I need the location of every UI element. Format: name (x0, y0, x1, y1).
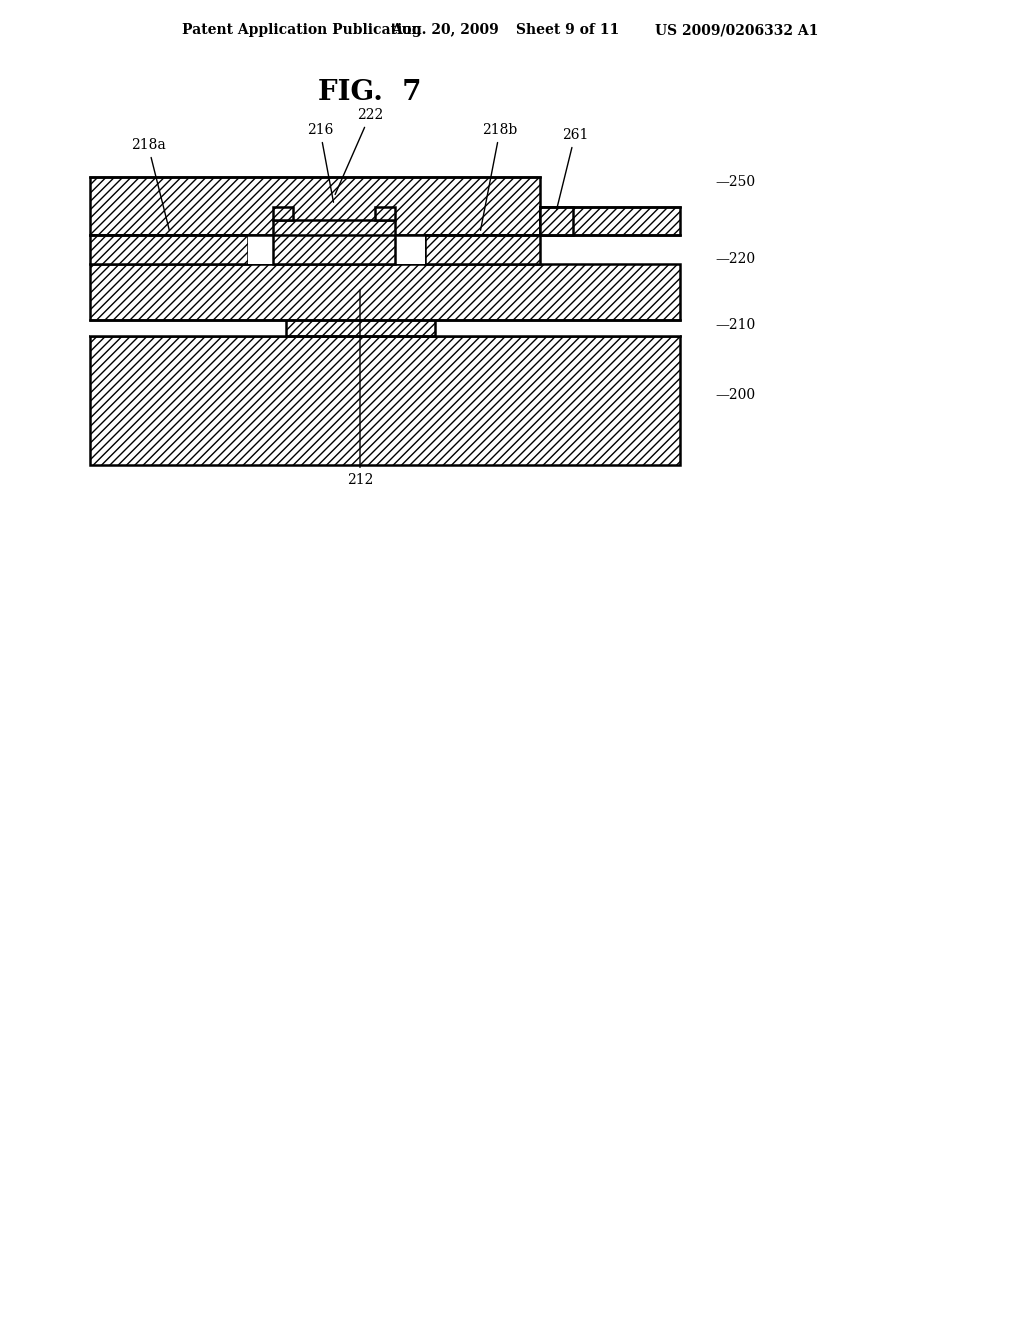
Text: —250: —250 (715, 176, 755, 189)
Text: FIG.  7: FIG. 7 (318, 79, 422, 107)
Text: 218a: 218a (131, 139, 169, 230)
Polygon shape (273, 207, 293, 220)
Polygon shape (540, 207, 680, 235)
Text: 222: 222 (335, 108, 383, 194)
Text: 218b: 218b (480, 123, 517, 230)
Text: 212: 212 (347, 290, 373, 487)
Text: 216: 216 (307, 123, 334, 202)
Polygon shape (248, 235, 273, 264)
Polygon shape (90, 337, 680, 465)
Polygon shape (425, 235, 540, 264)
Polygon shape (273, 220, 395, 264)
Text: US 2009/0206332 A1: US 2009/0206332 A1 (655, 22, 818, 37)
Polygon shape (375, 207, 395, 220)
Text: Sheet 9 of 11: Sheet 9 of 11 (516, 22, 620, 37)
Polygon shape (395, 235, 425, 264)
Polygon shape (90, 264, 680, 319)
Text: 261: 261 (557, 128, 588, 210)
Text: —200: —200 (715, 388, 755, 403)
Text: Patent Application Publication: Patent Application Publication (182, 22, 422, 37)
Text: —210: —210 (715, 318, 756, 333)
Polygon shape (90, 235, 248, 264)
Polygon shape (90, 319, 680, 337)
Polygon shape (90, 177, 540, 235)
Polygon shape (540, 207, 573, 235)
Polygon shape (286, 277, 435, 337)
Text: Aug. 20, 2009: Aug. 20, 2009 (391, 22, 499, 37)
Text: —220: —220 (715, 252, 755, 267)
